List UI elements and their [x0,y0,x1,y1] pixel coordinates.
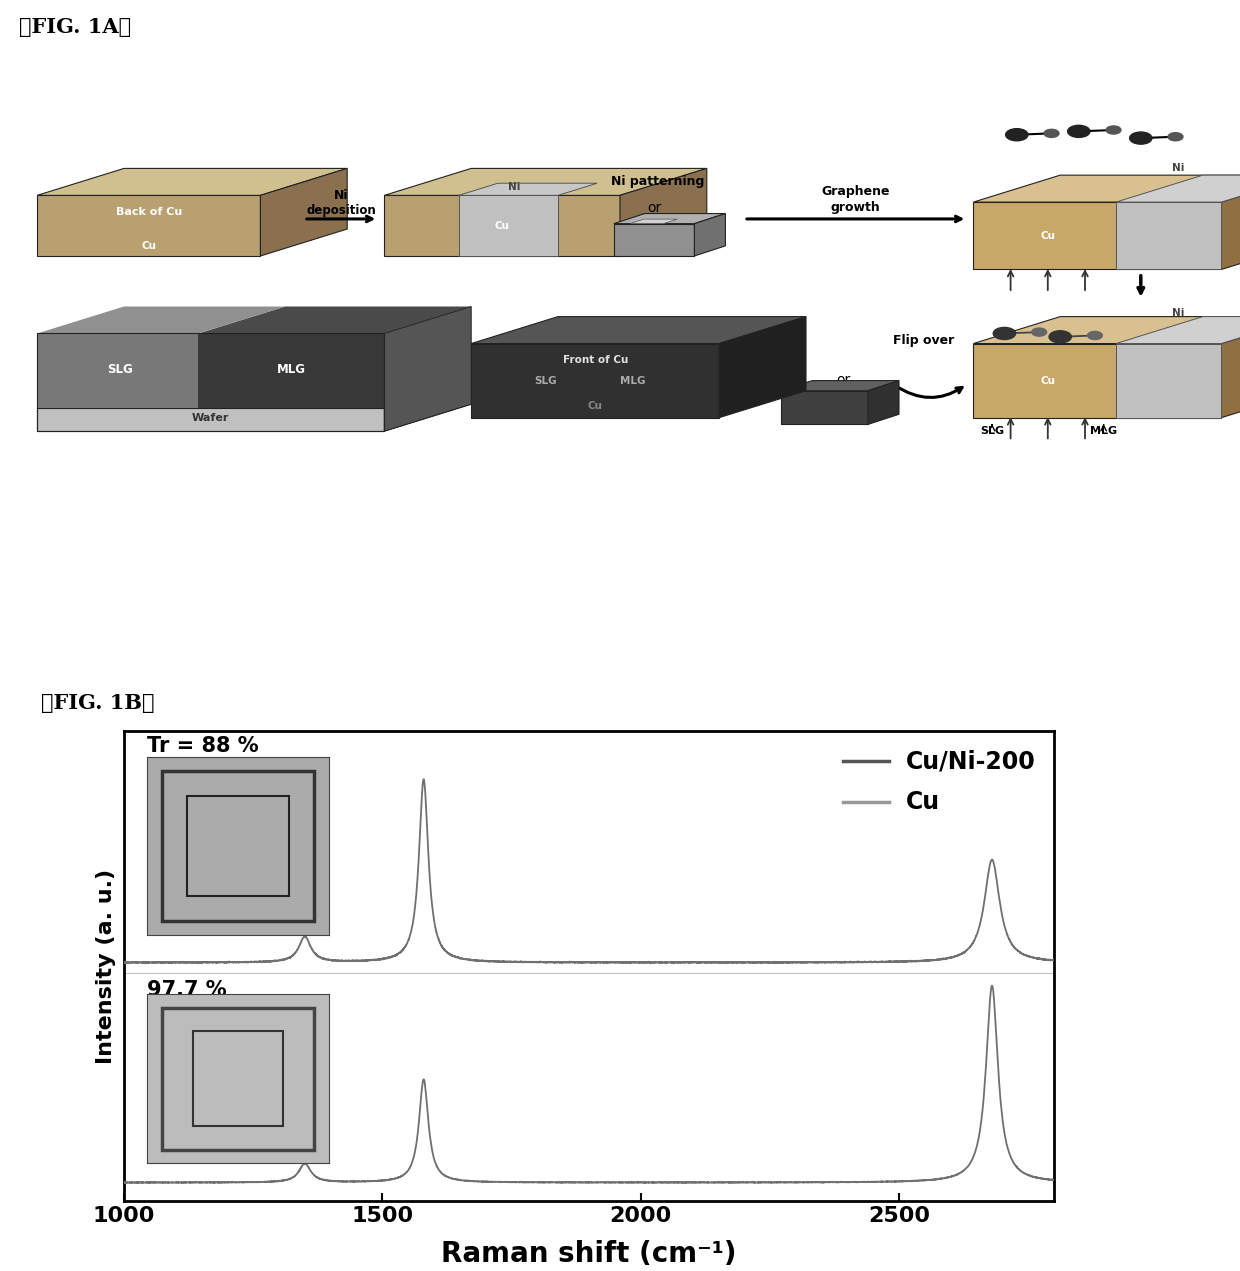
Text: Wafer: Wafer [192,413,229,423]
Text: Ni patterning: Ni patterning [610,175,704,188]
Polygon shape [37,168,347,196]
Text: MLG: MLG [1090,427,1117,436]
Polygon shape [614,224,694,255]
Polygon shape [471,316,806,343]
Text: 《FIG. 1A》: 《FIG. 1A》 [19,17,130,37]
Text: Cu: Cu [588,400,603,411]
Polygon shape [1116,316,1240,343]
Text: Ni: Ni [1172,309,1184,318]
Polygon shape [719,316,806,418]
Text: Front of Cu: Front of Cu [563,356,627,365]
Text: Ni: Ni [508,182,521,192]
Polygon shape [384,380,471,431]
Polygon shape [973,316,1240,343]
Polygon shape [459,196,558,255]
Polygon shape [260,168,347,255]
Text: Back of Cu: Back of Cu [115,207,182,217]
Text: MLG: MLG [620,376,645,385]
Circle shape [1044,130,1059,137]
Text: deposition: deposition [306,205,376,217]
Polygon shape [37,380,471,408]
Polygon shape [37,196,260,255]
Text: SLG: SLG [534,376,557,385]
Circle shape [993,328,1016,339]
Text: or: or [647,201,662,215]
Circle shape [1130,132,1152,144]
Polygon shape [1116,343,1221,418]
Polygon shape [1221,316,1240,418]
Text: 97.7 %: 97.7 % [148,980,227,1000]
Circle shape [1068,126,1090,137]
Polygon shape [1116,202,1221,269]
Text: Transfer: Transfer [412,343,469,357]
Polygon shape [1221,175,1240,269]
Text: SLG: SLG [108,362,133,376]
Polygon shape [384,196,620,255]
Text: Cu: Cu [1040,376,1055,385]
Polygon shape [614,214,725,224]
Text: Ni: Ni [334,188,348,202]
Circle shape [1049,330,1071,343]
Polygon shape [198,306,471,333]
Polygon shape [781,380,899,390]
Circle shape [1032,328,1047,336]
Text: Flip over: Flip over [893,333,955,347]
Text: growth: growth [831,201,880,214]
Legend: Cu/Ni-200, Cu: Cu/Ni-200, Cu [835,741,1044,822]
Polygon shape [1116,175,1240,202]
Polygon shape [973,343,1221,418]
Text: Cu: Cu [141,241,156,250]
Text: Cu: Cu [1040,231,1055,240]
Polygon shape [973,175,1240,202]
Polygon shape [198,333,384,408]
Text: SLG: SLG [980,427,1004,436]
Text: Ni: Ni [1172,164,1184,173]
Polygon shape [37,408,384,431]
Polygon shape [384,168,707,196]
Text: Tr = 88 %: Tr = 88 % [148,736,259,755]
Y-axis label: Intensity (a. u.): Intensity (a. u.) [95,868,115,1064]
Circle shape [1087,332,1102,339]
Polygon shape [630,219,677,224]
Polygon shape [37,333,198,408]
Circle shape [1006,128,1028,141]
Circle shape [1168,132,1183,141]
Text: 《FIG. 1B》: 《FIG. 1B》 [41,693,155,713]
Polygon shape [459,183,598,196]
Text: or: or [836,372,851,386]
X-axis label: Raman shift (cm⁻¹): Raman shift (cm⁻¹) [441,1239,737,1268]
Text: Graphene: Graphene [821,186,890,198]
Polygon shape [694,214,725,255]
Polygon shape [384,306,471,431]
Polygon shape [37,306,285,333]
Text: Cu: Cu [495,221,510,230]
Polygon shape [868,380,899,425]
Polygon shape [471,343,719,418]
Circle shape [1106,126,1121,133]
Polygon shape [620,168,707,255]
Polygon shape [973,202,1221,269]
Text: MLG: MLG [277,362,306,376]
Polygon shape [781,390,868,425]
